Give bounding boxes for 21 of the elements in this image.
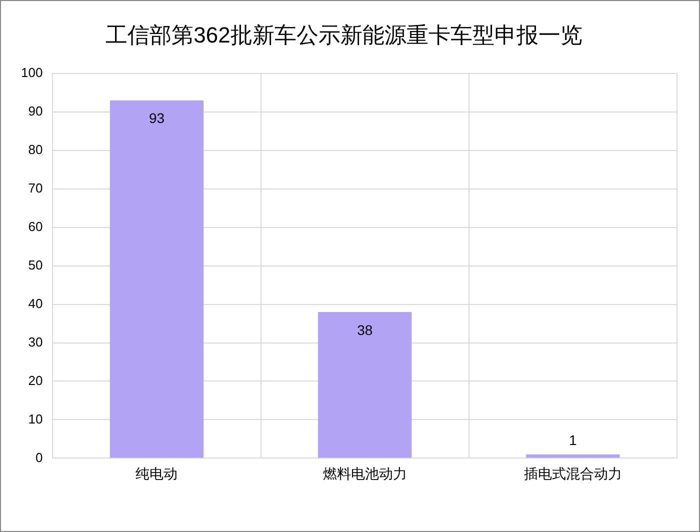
y-tick-label: 90 xyxy=(28,103,43,118)
y-tick-label: 10 xyxy=(28,411,43,426)
data-label: 1 xyxy=(569,432,578,448)
y-tick-label: 100 xyxy=(20,64,43,80)
y-tick-label: 50 xyxy=(28,257,43,272)
y-tick-label: 40 xyxy=(28,296,43,311)
y-tick-label: 30 xyxy=(28,334,43,350)
data-label: 38 xyxy=(357,322,373,338)
data-label: 93 xyxy=(148,110,165,126)
bar xyxy=(110,100,204,458)
x-tick-label: 燃料电池动力 xyxy=(322,465,407,482)
y-tick-label: 0 xyxy=(35,450,43,465)
y-tick-label: 20 xyxy=(28,372,43,388)
x-tick-label: 纯电动 xyxy=(136,465,178,482)
y-tick-label: 80 xyxy=(28,142,43,157)
x-tick-label: 插电式混合动力 xyxy=(524,465,622,482)
y-tick-label: 60 xyxy=(28,218,43,234)
bar xyxy=(526,454,620,458)
bar xyxy=(318,312,412,458)
chart-title: 工信部第362批新车公示新能源重卡车型申报一览 xyxy=(106,22,582,48)
y-tick-label: 70 xyxy=(28,180,43,196)
